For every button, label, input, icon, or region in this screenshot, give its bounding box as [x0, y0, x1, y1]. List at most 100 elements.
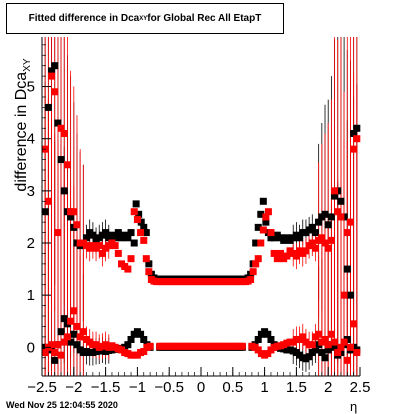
point-black	[124, 234, 132, 242]
point-red	[238, 342, 246, 350]
point-black	[44, 103, 52, 111]
x-tick-label: −1	[129, 379, 146, 396]
point-red	[346, 218, 354, 226]
point-red	[63, 333, 71, 341]
point-red	[262, 213, 270, 221]
point-red	[343, 229, 351, 237]
point-black	[262, 218, 270, 226]
point-red	[57, 124, 65, 132]
point-black	[60, 315, 68, 323]
point-red	[308, 239, 316, 247]
point-black	[254, 223, 262, 231]
point-red	[340, 338, 348, 346]
point-black	[111, 234, 119, 242]
y-tick-label: 4	[27, 131, 35, 148]
point-red	[249, 268, 257, 276]
point-black	[324, 221, 332, 229]
x-tick-label: 2	[324, 379, 332, 396]
point-red	[254, 346, 262, 354]
point-black	[321, 354, 329, 362]
point-red	[70, 307, 78, 315]
point-red	[324, 341, 332, 349]
point-black	[331, 192, 339, 200]
x-tick-label: −0.5	[154, 379, 184, 396]
point-black	[308, 223, 316, 231]
point-red	[311, 244, 319, 252]
point-black	[67, 338, 75, 346]
point-black	[83, 234, 91, 242]
point-black	[67, 213, 75, 221]
x-axis-label: η	[350, 399, 358, 414]
point-red	[337, 213, 345, 221]
point-red	[343, 356, 351, 364]
point-red	[277, 249, 284, 257]
point-red	[270, 249, 278, 257]
point-black	[137, 330, 145, 338]
point-red	[51, 88, 59, 96]
axes: −2.5 −2 −1.5 −1 −0.5 0 0.5 1 1.5 2 2.5 0 1 2 3 4 5	[27, 37, 371, 396]
point-red	[48, 72, 56, 80]
point-red	[140, 347, 148, 355]
x-tick-label: 2.5	[350, 379, 371, 396]
point-red	[247, 276, 255, 284]
point-red	[60, 338, 68, 346]
point-black	[140, 335, 148, 343]
point-red	[73, 221, 81, 229]
point-red	[60, 129, 68, 137]
point-red	[353, 135, 361, 143]
point-black	[346, 291, 354, 299]
point-red	[98, 249, 106, 257]
y-tick-label: 2	[27, 235, 35, 252]
point-red	[48, 341, 56, 349]
point-red	[321, 239, 329, 247]
point-black	[57, 328, 65, 336]
x-tick-label: 1	[260, 379, 268, 396]
point-red	[308, 341, 316, 349]
point-black	[89, 231, 97, 239]
point-red	[350, 145, 358, 153]
point-black	[137, 218, 145, 226]
point-black	[135, 210, 143, 218]
point-black	[145, 260, 153, 268]
point-black	[311, 229, 319, 237]
point-black	[60, 187, 68, 195]
point-black	[350, 129, 358, 137]
point-red	[350, 320, 358, 328]
point-black	[114, 229, 122, 237]
point-black	[353, 124, 361, 132]
point-red	[142, 255, 150, 263]
point-red	[334, 349, 342, 357]
point-red	[238, 278, 246, 286]
point-red	[252, 260, 260, 268]
point-black	[102, 229, 110, 237]
point-red	[299, 333, 307, 341]
y-tick-label: 5	[27, 79, 35, 96]
point-red	[254, 255, 262, 263]
x-tick-label: 1.5	[286, 379, 307, 396]
point-black	[127, 335, 135, 343]
point-red	[264, 208, 272, 216]
point-black	[127, 229, 135, 237]
point-black	[51, 62, 59, 70]
point-red	[114, 249, 122, 257]
point-red	[327, 330, 335, 338]
point-black	[252, 239, 260, 247]
point-red	[111, 242, 119, 250]
point-red	[257, 239, 265, 247]
point-black	[296, 234, 304, 242]
x-tick-label: −2.5	[27, 379, 57, 396]
point-black	[130, 239, 138, 247]
point-black	[318, 349, 326, 357]
point-black	[73, 341, 81, 349]
point-red	[67, 317, 75, 325]
timestamp-footer: Wed Nov 25 12:04:55 2020	[6, 400, 118, 410]
point-red	[353, 349, 361, 357]
point-red	[340, 291, 348, 299]
point-red	[324, 244, 332, 252]
point-red	[337, 343, 345, 351]
point-red	[331, 338, 339, 346]
point-black	[331, 343, 339, 351]
x-tick-label: 0	[197, 379, 205, 396]
y-tick-label: 1	[27, 287, 35, 304]
point-red	[73, 322, 81, 330]
